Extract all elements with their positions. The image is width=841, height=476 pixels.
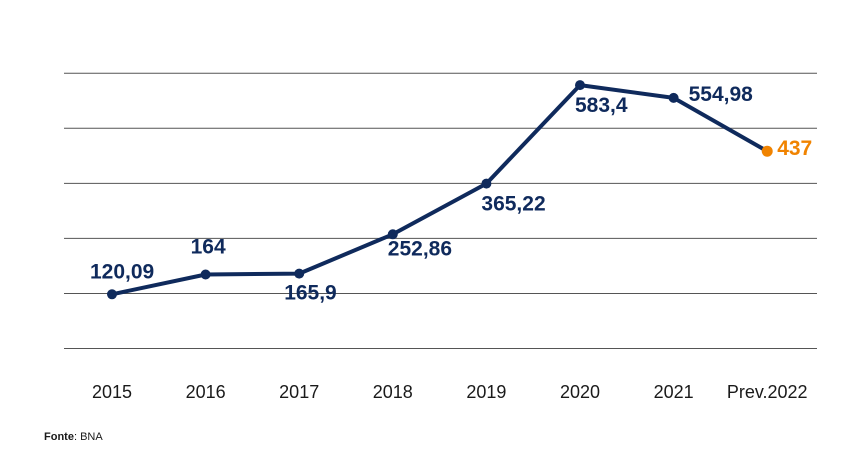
data-label: 437 <box>777 137 812 160</box>
x-tick-label: 2017 <box>279 382 319 402</box>
source-text: : BNA <box>73 431 103 443</box>
x-tick-label: 2020 <box>560 382 600 402</box>
data-label: 365,22 <box>481 193 545 216</box>
data-label: 554,98 <box>689 83 754 106</box>
data-point <box>294 268 305 279</box>
data-label: 164 <box>191 236 226 259</box>
data-label: 120,09 <box>90 260 154 283</box>
series-line-layer <box>110 83 770 297</box>
data-label: 583,4 <box>575 94 628 117</box>
data-point <box>668 92 679 103</box>
x-tick-label: 2016 <box>186 382 226 402</box>
source-note: Fonte: BNA <box>44 431 103 443</box>
data-point <box>481 178 492 189</box>
data-point <box>575 80 585 91</box>
data-labels: 120,09 164 165,9 252,86 365,22 583,4 554,98 437 <box>90 83 812 305</box>
source-prefix: Fonte <box>44 431 74 443</box>
data-label: 252,86 <box>388 237 452 260</box>
gridlines <box>64 72 817 349</box>
data-point <box>107 289 117 300</box>
data-point <box>387 229 398 240</box>
x-tick-label: 2018 <box>373 382 413 402</box>
x-tick-label: 2021 <box>654 382 694 402</box>
x-tick-label: 2015 <box>92 382 132 402</box>
data-label: 165,9 <box>284 282 337 305</box>
data-points <box>107 80 773 300</box>
series-line <box>110 83 770 297</box>
data-point <box>200 269 211 280</box>
x-axis-tick-labels: 2015 2016 2017 2018 2019 2020 2021 Prev.2022 <box>92 382 808 402</box>
data-point-highlight <box>761 145 773 157</box>
x-tick-label: 2019 <box>466 382 506 402</box>
x-tick-label: Prev.2022 <box>727 382 808 402</box>
